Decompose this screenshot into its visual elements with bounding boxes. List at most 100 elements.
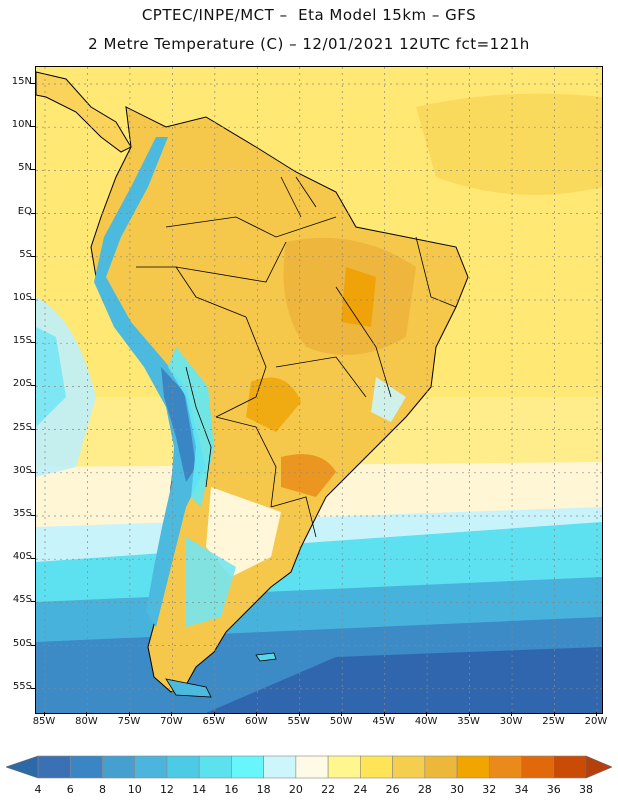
colorbar-swatch [69, 755, 103, 779]
lat-tick [31, 299, 35, 300]
lon-tick [213, 712, 215, 716]
colorbar-low-arrow [6, 755, 39, 779]
lat-label: 10N [11, 119, 32, 131]
central-america [36, 71, 132, 153]
colorbar-swatch [392, 755, 426, 779]
lat-tick [31, 428, 35, 430]
andes-cyan-edge [168, 347, 214, 507]
lon-tick [383, 712, 385, 716]
lat-tick [31, 126, 35, 128]
andes-peaks [161, 367, 196, 482]
colorbar-swatch [553, 755, 587, 779]
colorbar-label: 4 [34, 783, 42, 796]
lat-label: 40S [12, 551, 32, 563]
patagonia-cream [206, 487, 281, 577]
lon-label: 55W [287, 716, 311, 727]
lat-tick [31, 83, 35, 84]
colorbar-swatch [263, 755, 297, 779]
lon-tick [298, 712, 300, 716]
colorbar-label: 20 [288, 783, 303, 796]
lon-tick [426, 712, 428, 716]
hot-spot-south [281, 454, 336, 497]
colorbar-label: 32 [482, 783, 497, 796]
colorbar-swatch [102, 755, 136, 779]
hot-spot-bahia [341, 267, 376, 327]
temperature-map [36, 67, 602, 713]
map-graticule [36, 67, 602, 713]
lon-label: 40W [414, 716, 438, 727]
lon-tick [128, 712, 130, 716]
colorbar-swatch [456, 755, 490, 779]
lat-tick [31, 169, 35, 171]
lat-label: 35S [12, 508, 32, 519]
lon-tick [171, 712, 173, 716]
temperature-colorbar [6, 755, 612, 779]
lat-label: 55S [12, 680, 32, 692]
colorbar-label: 12 [159, 783, 174, 796]
lat-label: 20S [12, 378, 32, 390]
pacific-cyan-patch [36, 327, 66, 427]
lat-tick [31, 687, 35, 689]
lon-label: 65W [202, 716, 226, 727]
map-panel [35, 66, 603, 714]
colorbar-swatch [360, 755, 393, 779]
lat-label: 30S [12, 464, 32, 476]
lat-label: 25S [12, 421, 32, 433]
lat-tick [31, 255, 35, 257]
colorbar-label: 38 [579, 783, 593, 796]
lon-label: 70W [160, 716, 183, 727]
lat-label: 15S [12, 335, 32, 347]
lat-label: 45S [12, 594, 32, 606]
colorbar-swatch [231, 755, 264, 779]
colorbar-swatch [37, 755, 71, 779]
colorbar-label: 22 [321, 783, 336, 796]
lat-label: 10S [12, 292, 32, 303]
andes-cold-strip [94, 137, 206, 627]
colorbar-swatch [488, 755, 522, 779]
lon-label: 80W [75, 716, 98, 727]
colorbar-label: 30 [450, 783, 465, 796]
colorbar-label: 34 [514, 783, 529, 796]
lat-tick [31, 515, 35, 516]
ocean-warm-patch-north [416, 93, 602, 195]
lon-tick [86, 712, 88, 716]
lat-label: 5S [19, 248, 32, 260]
falkland-islands [255, 652, 277, 662]
lon-tick [511, 712, 513, 716]
lon-tick [595, 712, 597, 716]
lon-label: 75W [117, 716, 141, 727]
colorbar-label: 10 [127, 783, 142, 796]
lon-label: 30W [499, 716, 523, 727]
lon-label: 60W [244, 716, 268, 727]
lat-tick [31, 471, 35, 473]
colorbar-label: 24 [353, 783, 368, 796]
lat-label: 50S [12, 637, 32, 649]
colorbar-label: 26 [385, 783, 400, 796]
colorbar-label: 6 [66, 783, 74, 796]
lat-tick [31, 644, 35, 646]
colorbar-label: 18 [256, 783, 271, 796]
lat-tick [31, 558, 35, 560]
colorbar-swatch [295, 755, 329, 779]
lat-label: 15N [11, 76, 32, 87]
country-borders [136, 176, 457, 538]
hot-spot-center [246, 377, 301, 432]
colorbar-swatch [327, 755, 361, 779]
lon-label: 45W [372, 716, 395, 727]
colorbar-swatch [521, 755, 555, 779]
lon-tick [468, 712, 470, 716]
cool-coast-east [371, 377, 406, 422]
ocean-band-deepest [206, 647, 602, 713]
colorbar-label: 8 [98, 783, 106, 796]
lon-tick [341, 712, 343, 716]
lat-tick [31, 342, 35, 344]
lat-label: EQ [17, 205, 32, 217]
colorbar-swatch [424, 755, 458, 779]
lon-label: 35W [457, 716, 480, 727]
lat-tick [31, 385, 35, 387]
lon-label: 85W [32, 716, 56, 727]
lon-label: 25W [542, 716, 565, 727]
colorbar-swatch [198, 755, 232, 779]
map-title: CPTEC/INPE/MCT – Eta Model 15km – GFS [141, 6, 477, 24]
colorbar-label: 28 [417, 783, 432, 796]
